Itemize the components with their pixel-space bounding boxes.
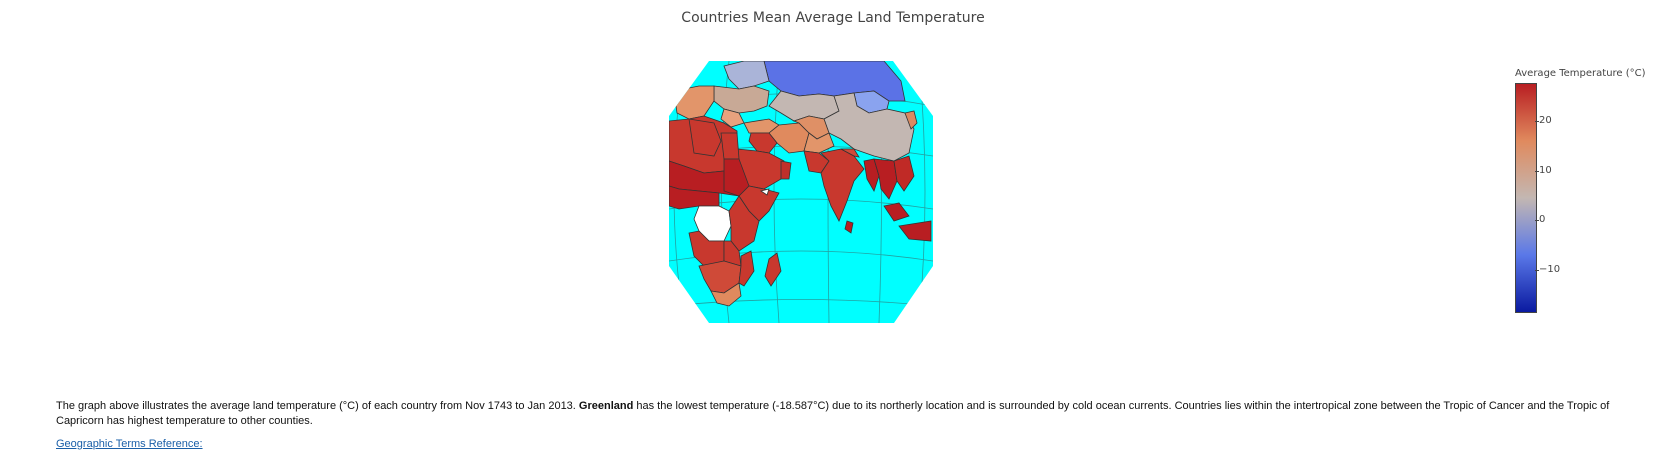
- country-vietnam: [893, 155, 915, 192]
- colorbar-gradient: [1515, 83, 1537, 313]
- country-yemen: [760, 188, 770, 196]
- country-myanmar: [863, 158, 880, 192]
- description-text-1: The graph above illustrates the average …: [56, 400, 579, 412]
- country-scandinavia: [723, 61, 770, 90]
- country-madagascar: [764, 252, 782, 287]
- country-balkans: [720, 108, 745, 128]
- colorbar-tick-2: 0: [1534, 214, 1546, 226]
- country-europe-central: [713, 85, 770, 114]
- geographic-terms-link[interactable]: Geographic Terms Reference:: [56, 438, 203, 450]
- country-egypt: [720, 132, 740, 160]
- chart-title: Countries Mean Average Land Temperature: [681, 10, 985, 26]
- country-mozambique: [738, 250, 755, 287]
- description-paragraph: The graph above illustrates the average …: [56, 399, 1656, 429]
- country-indonesia: [898, 220, 932, 242]
- colorbar-title: Average Temperature (°C): [1515, 68, 1646, 79]
- colorbar: Average Temperature (°C) 20 10 0 −10: [1515, 65, 1665, 325]
- country-malaysia: [883, 202, 910, 222]
- country-korea: [904, 110, 918, 130]
- description-text-2: has the lowest temperature (-18.587°C) d…: [56, 400, 1610, 427]
- country-zambia: [723, 240, 742, 267]
- country-sri-lanka: [844, 220, 854, 234]
- country-libya: [688, 118, 722, 157]
- orthographic-map[interactable]: [669, 61, 933, 323]
- country-nepal: [840, 148, 860, 158]
- country-shapes: [669, 61, 932, 307]
- country-oman: [780, 160, 792, 180]
- colorbar-tick-3: −10: [1534, 263, 1561, 275]
- country-south-africa: [710, 282, 742, 307]
- description-bold-country: Greenland: [578, 400, 634, 412]
- country-east-africa: [728, 195, 760, 252]
- colorbar-tick-1: 10: [1535, 164, 1552, 176]
- colorbar-tick-0: 20: [1535, 115, 1552, 127]
